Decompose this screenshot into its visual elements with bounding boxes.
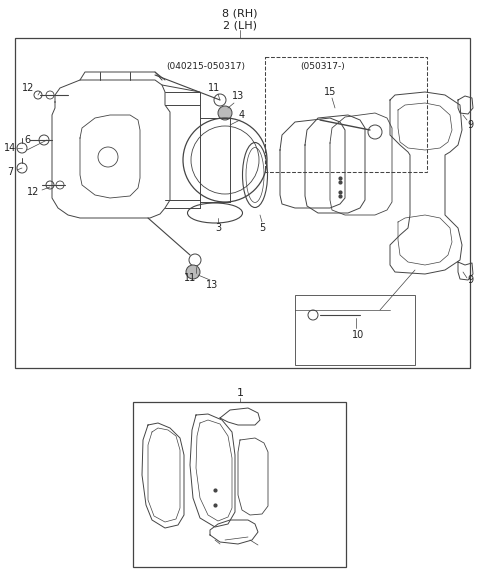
Bar — [295, 295, 415, 365]
Text: 12: 12 — [22, 83, 34, 93]
Text: 3: 3 — [215, 223, 221, 233]
Text: 12: 12 — [27, 187, 39, 197]
Bar — [265, 57, 427, 172]
Bar — [15, 38, 470, 368]
Bar — [133, 402, 346, 567]
Circle shape — [218, 106, 232, 120]
Text: 11: 11 — [184, 273, 196, 283]
Text: 15: 15 — [324, 87, 336, 97]
Text: 2 (LH): 2 (LH) — [223, 20, 257, 30]
Text: 13: 13 — [232, 91, 244, 101]
Text: 9: 9 — [467, 120, 473, 130]
Text: 14: 14 — [4, 143, 16, 153]
Text: 13: 13 — [206, 280, 218, 290]
Text: 8 (RH): 8 (RH) — [222, 9, 258, 19]
Text: 1: 1 — [237, 388, 243, 398]
Text: 5: 5 — [259, 223, 265, 233]
Text: 6: 6 — [24, 135, 30, 145]
Text: (040215-050317): (040215-050317) — [166, 63, 245, 71]
Circle shape — [186, 265, 200, 279]
Text: 7: 7 — [7, 167, 13, 177]
Text: (050317-): (050317-) — [300, 63, 345, 71]
Text: 4: 4 — [239, 110, 245, 120]
Text: 9: 9 — [467, 275, 473, 285]
Text: 10: 10 — [352, 330, 364, 340]
Text: 11: 11 — [208, 83, 220, 93]
